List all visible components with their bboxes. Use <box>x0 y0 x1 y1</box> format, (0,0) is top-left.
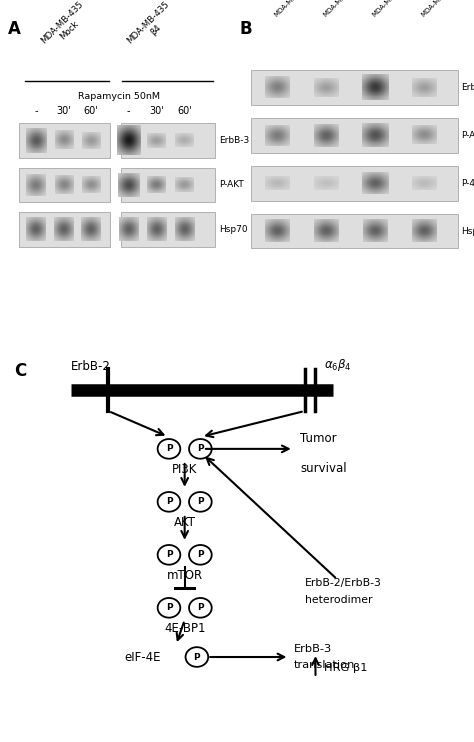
Text: PI3K: PI3K <box>172 463 197 476</box>
Text: -: - <box>34 105 37 116</box>
Text: P-AKT: P-AKT <box>461 131 474 139</box>
Text: ErbB-3: ErbB-3 <box>461 83 474 92</box>
Text: 30': 30' <box>56 105 71 116</box>
Text: $\alpha_6\beta_4$: $\alpha_6\beta_4$ <box>324 357 352 373</box>
Bar <box>121 168 215 203</box>
Text: -: - <box>127 105 130 116</box>
Text: MDA-MB-435/β4/siErbB-3: MDA-MB-435/β4/siErbB-3 <box>420 0 474 18</box>
Text: C: C <box>15 362 27 380</box>
Text: Hsp70: Hsp70 <box>219 225 248 234</box>
Circle shape <box>158 492 180 512</box>
Circle shape <box>158 545 180 565</box>
Text: P: P <box>197 497 204 506</box>
Bar <box>121 212 215 247</box>
Text: heterodimer: heterodimer <box>305 595 372 605</box>
Circle shape <box>185 647 208 667</box>
Text: P: P <box>197 444 204 453</box>
Text: 60': 60' <box>177 105 192 116</box>
Text: MDA-MB-435
β4: MDA-MB-435 β4 <box>126 0 179 53</box>
Text: 4E-BP1: 4E-BP1 <box>164 623 205 635</box>
Text: MDA-MB-435/Mock/siErbB-3: MDA-MB-435/Mock/siErbB-3 <box>322 0 395 18</box>
Bar <box>18 212 110 247</box>
Text: P: P <box>165 551 172 559</box>
Text: A: A <box>8 20 21 38</box>
Circle shape <box>158 439 180 459</box>
Text: B: B <box>240 20 252 38</box>
Text: ErbB-3: ErbB-3 <box>294 644 332 654</box>
Text: Hsp70: Hsp70 <box>461 226 474 236</box>
Text: 60': 60' <box>83 105 98 116</box>
Text: P: P <box>165 497 172 506</box>
Text: Rapamycin 50nM: Rapamycin 50nM <box>78 93 160 102</box>
Text: P-4E-BP1: P-4E-BP1 <box>461 179 474 188</box>
Bar <box>121 123 215 157</box>
Text: P: P <box>193 652 200 662</box>
Bar <box>18 123 110 157</box>
Text: translation: translation <box>294 660 355 670</box>
Text: P-AKT: P-AKT <box>219 180 244 189</box>
Text: mTOR: mTOR <box>166 569 203 582</box>
Bar <box>251 118 458 153</box>
Circle shape <box>158 598 180 617</box>
Text: ErbB-2: ErbB-2 <box>71 360 111 373</box>
Text: P: P <box>165 444 172 453</box>
Circle shape <box>189 492 212 512</box>
Text: ErbB-2/ErbB-3: ErbB-2/ErbB-3 <box>305 578 382 588</box>
Text: HRG β1: HRG β1 <box>324 663 368 673</box>
Text: 30': 30' <box>149 105 164 116</box>
Text: P: P <box>197 603 204 612</box>
Text: survival: survival <box>300 462 347 475</box>
Bar <box>18 168 110 203</box>
Bar <box>251 70 458 105</box>
Text: AKT: AKT <box>173 516 196 529</box>
Text: P: P <box>197 551 204 559</box>
Text: MDA-MB-435/β4: MDA-MB-435/β4 <box>371 0 415 18</box>
Bar <box>251 214 458 249</box>
Circle shape <box>189 545 212 565</box>
Circle shape <box>189 439 212 459</box>
Bar <box>251 166 458 200</box>
Text: P: P <box>165 603 172 612</box>
Text: MDA-MB-435
Mock: MDA-MB-435 Mock <box>39 0 92 53</box>
Text: Tumor: Tumor <box>300 432 337 445</box>
Text: MDA-MB-435/Mock: MDA-MB-435/Mock <box>273 0 324 18</box>
Circle shape <box>189 598 212 617</box>
Text: ErbB-3: ErbB-3 <box>219 136 249 145</box>
Text: eIF-4E: eIF-4E <box>124 651 161 663</box>
